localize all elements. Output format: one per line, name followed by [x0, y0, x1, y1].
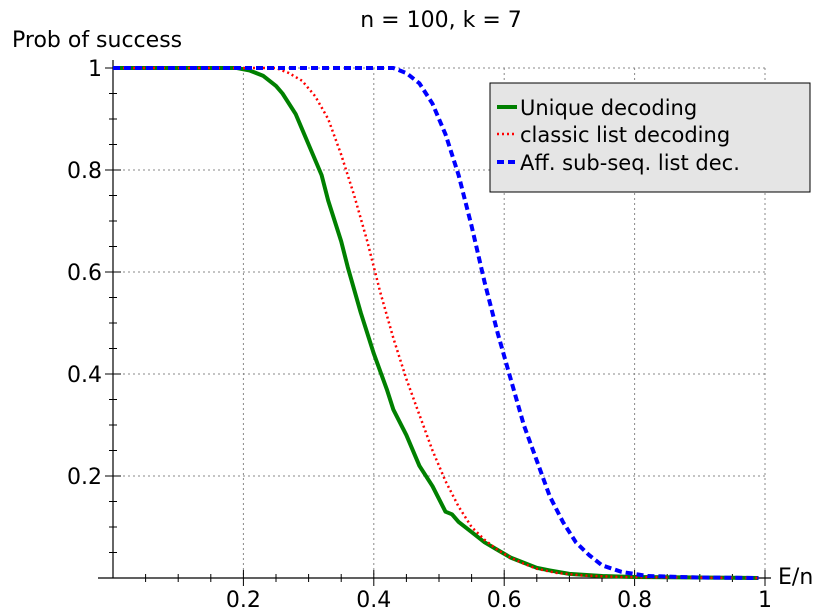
legend-box	[489, 82, 811, 193]
series-line-0	[113, 66, 759, 580]
series-layer	[113, 66, 759, 580]
y-tick-label-0: 0.2	[67, 465, 102, 490]
y-tick-label-1: 0.4	[67, 363, 102, 388]
series-line-2	[113, 66, 759, 580]
x-tick-label-1: 0.4	[356, 588, 391, 612]
legend: Unique decoding classic list decoding Af…	[489, 82, 811, 193]
chart-title: n = 100, k = 7	[360, 8, 522, 33]
y-tick-label-2: 0.6	[67, 261, 102, 286]
x-tick-label-3: 0.8	[617, 588, 652, 612]
legend-label-aff-sub-seq-list-dec: Aff. sub-seq. list dec.	[520, 151, 740, 175]
legend-label-classic-list-decoding: classic list decoding	[520, 123, 730, 147]
x-tick-label-2: 0.6	[487, 588, 522, 612]
y-tick-label-3: 0.8	[67, 159, 102, 184]
x-tick-label-4: 1	[758, 588, 772, 612]
x-tick-label-0: 0.2	[226, 588, 261, 612]
x-axis-title: E/n	[778, 565, 813, 590]
y-tick-label-4: 1	[88, 57, 102, 82]
y-axis-title: Prob of success	[12, 28, 182, 53]
legend-label-unique-decoding: Unique decoding	[520, 96, 697, 120]
ticks-layer: 0.2 0.4 0.6 0.8 1 0.2 0.4 0.6 0.8 1	[67, 57, 772, 612]
series-line-1	[113, 66, 759, 580]
